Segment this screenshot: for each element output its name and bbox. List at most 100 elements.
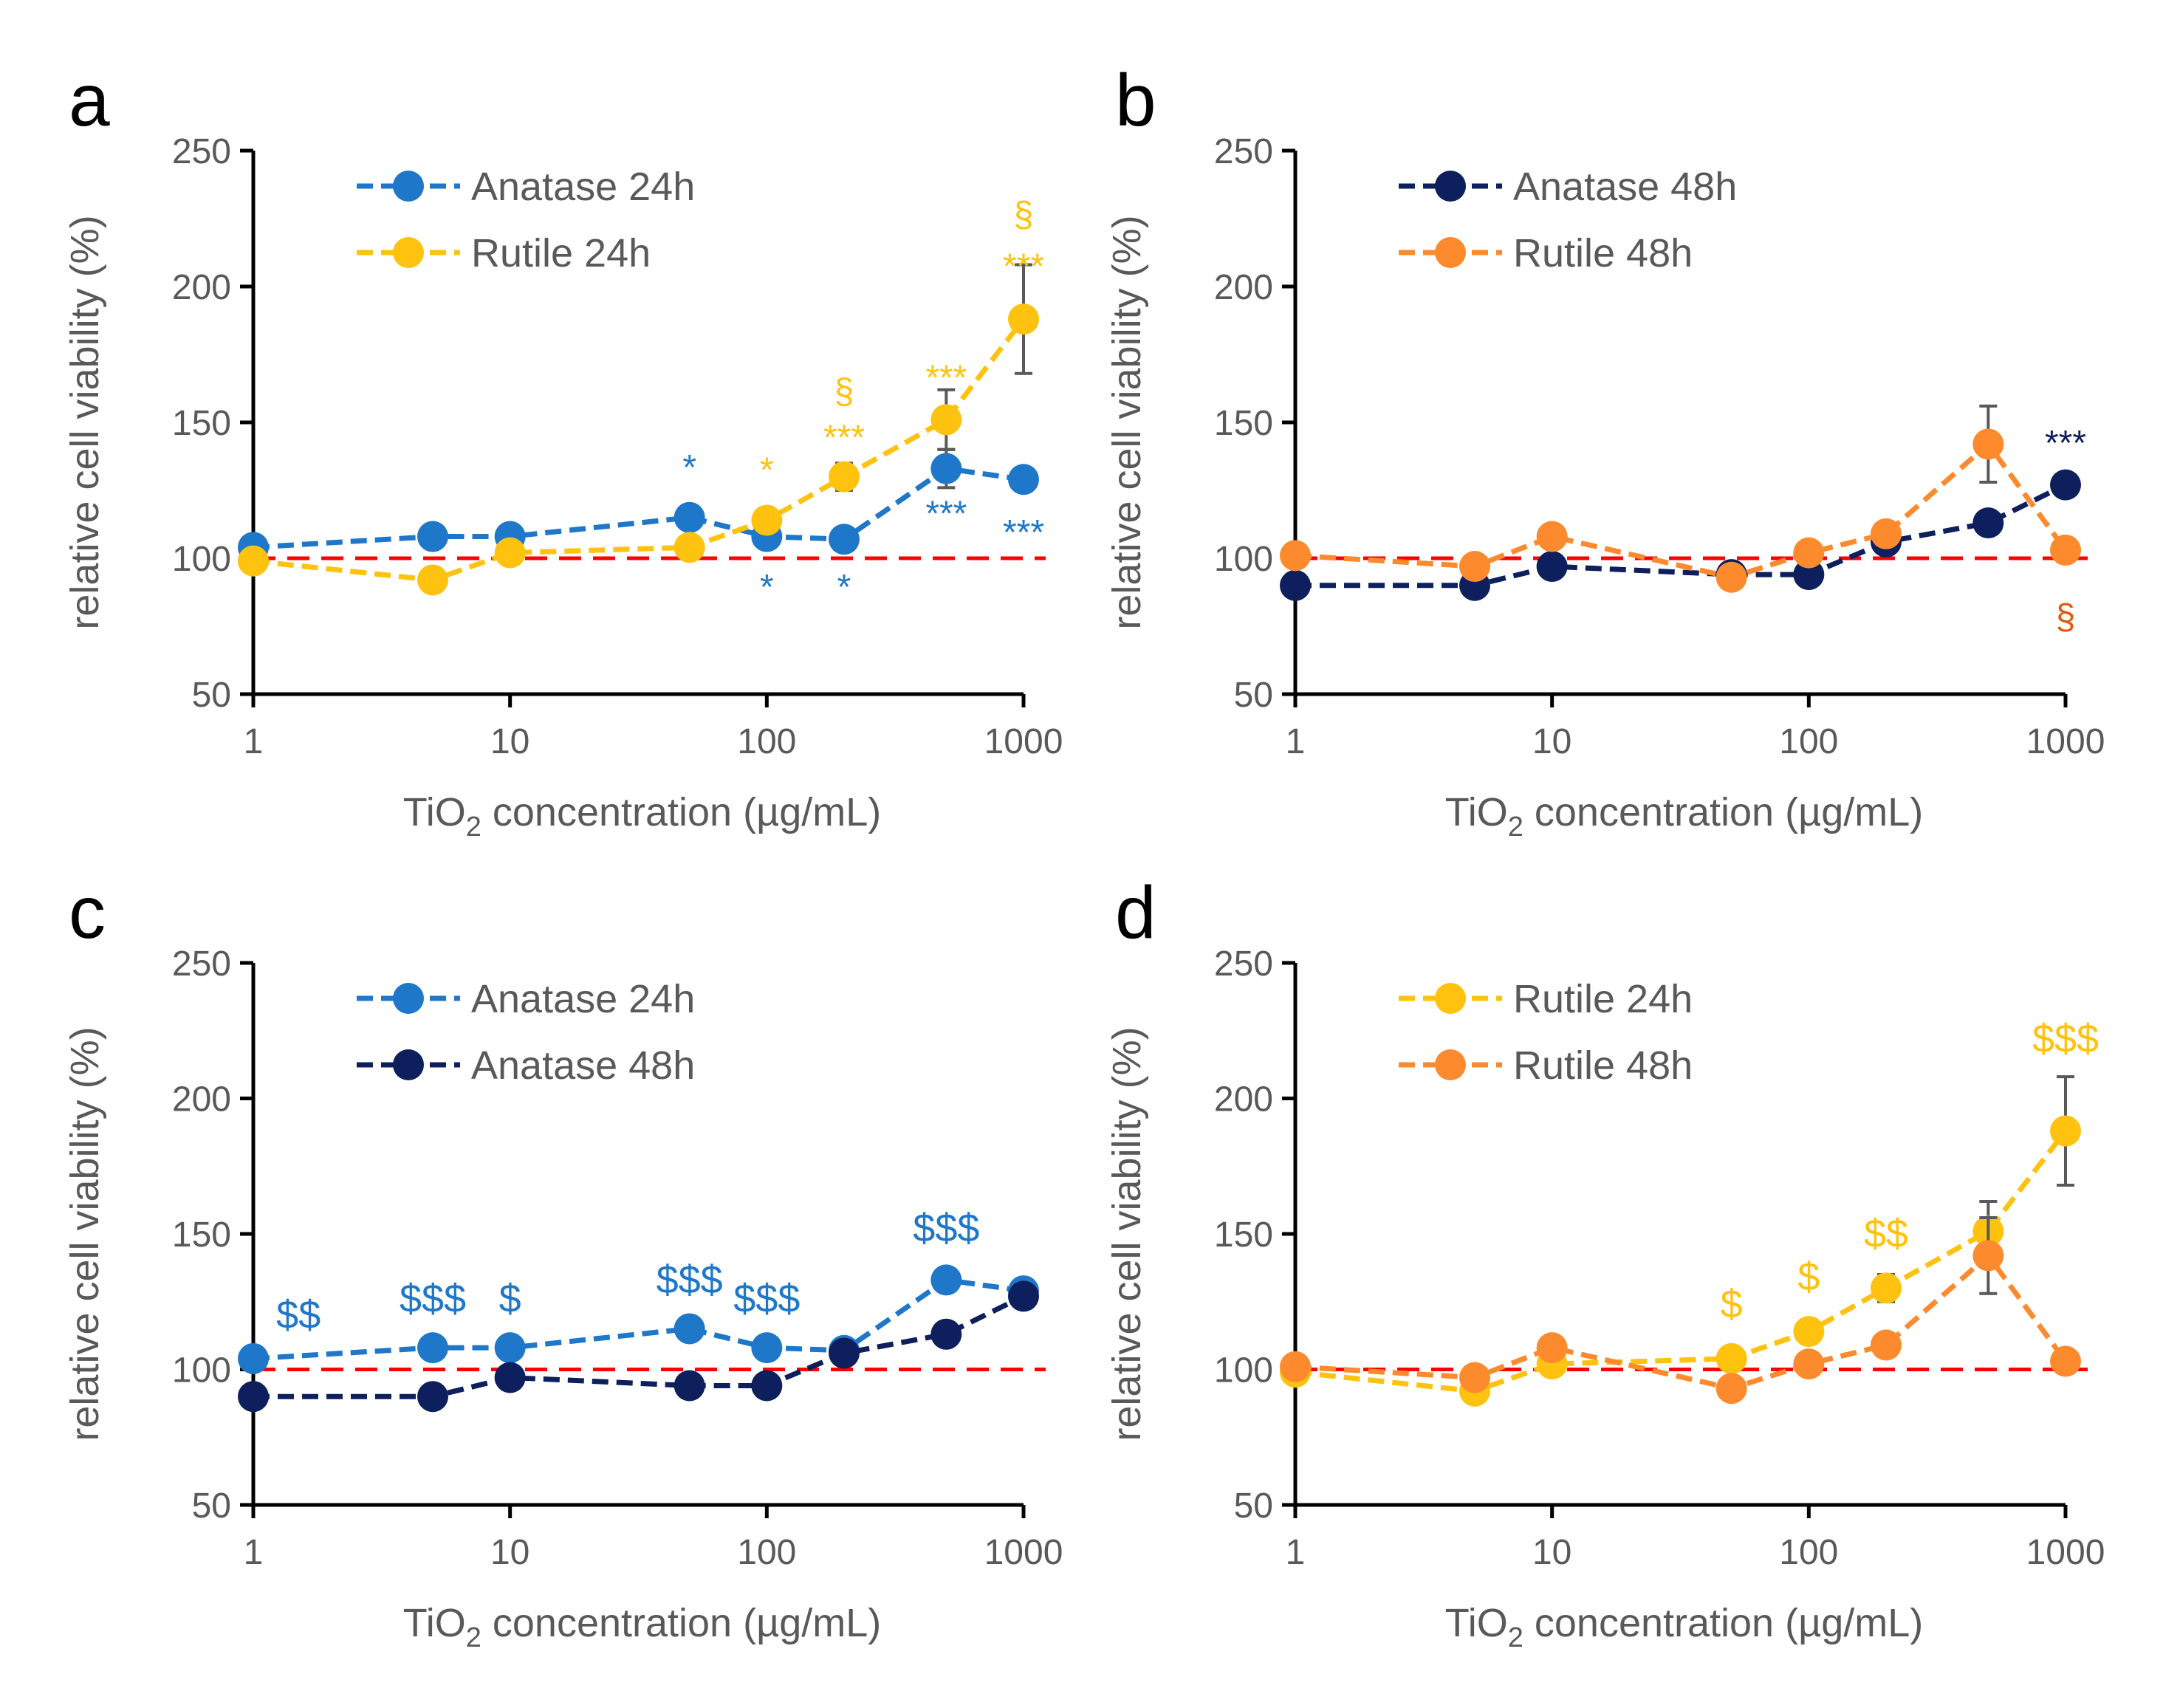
data-point xyxy=(673,1313,705,1345)
y-tick-label: 150 xyxy=(172,1215,231,1255)
series-line xyxy=(1295,482,2067,589)
panel-a: a 50 100 150 200 250 1 10 100 1000 TiO2 concentrat… xyxy=(63,59,1063,843)
data-point xyxy=(417,1381,449,1413)
x-tick-label: 1 xyxy=(1286,722,1306,761)
y-tick-label: 250 xyxy=(172,132,231,171)
data-point xyxy=(751,504,783,536)
x-axis-label: TiO2 concentration (µg/mL) xyxy=(1445,790,1923,843)
series-anatase-24h xyxy=(238,447,1039,563)
significance-annotation: * xyxy=(682,448,696,487)
x-tick-label: 1000 xyxy=(984,1533,1063,1572)
y-tick-label: 50 xyxy=(1234,1486,1273,1526)
y-tick-label: 200 xyxy=(172,268,231,307)
x-axis-label-subscript: 2 xyxy=(466,1622,481,1653)
y-tick-label: 200 xyxy=(1214,1080,1273,1119)
data-point xyxy=(1008,1280,1039,1312)
data-point xyxy=(673,532,705,563)
x-tick-label: 10 xyxy=(1532,722,1571,761)
series-line xyxy=(1295,441,2068,580)
x-axis-label: TiO2 concentration (µg/mL) xyxy=(403,1601,881,1653)
significance-annotation: $$ xyxy=(1864,1212,1908,1256)
x-tick-label: 10 xyxy=(490,1533,529,1572)
data-point xyxy=(1715,1373,1747,1405)
series-line xyxy=(1295,1252,2068,1391)
significance-annotation: $ xyxy=(499,1277,521,1321)
data-point xyxy=(1972,428,2004,460)
legend-marker xyxy=(393,1049,424,1080)
data-point xyxy=(238,1342,269,1374)
series-line xyxy=(253,318,1026,583)
series-rutile-48h xyxy=(1280,1215,2081,1405)
series-rutile-24h xyxy=(1280,1075,2081,1407)
significance-annotation: $$ xyxy=(276,1293,320,1337)
x-axis-label-subscript: 2 xyxy=(1508,1622,1523,1653)
y-tick-label: 100 xyxy=(172,540,231,579)
significance-annotation: $ xyxy=(1721,1282,1743,1326)
legend-label: Rutile 24h xyxy=(1513,977,1693,1021)
data-point xyxy=(751,1332,783,1364)
y-tick-label: 50 xyxy=(1234,676,1273,715)
x-axis-label-main: TiO xyxy=(403,1601,466,1645)
x-tick-label: 10 xyxy=(490,722,529,761)
data-point xyxy=(751,1370,783,1402)
x-tick-label: 1000 xyxy=(2026,1533,2105,1572)
y-tick-label: 150 xyxy=(172,404,231,443)
x-tick-label: 1000 xyxy=(984,722,1063,761)
significance-annotation: § xyxy=(834,372,854,411)
x-axis-label-subscript: 2 xyxy=(466,812,481,843)
legend-label: Anatase 24h xyxy=(471,977,695,1021)
legend-marker xyxy=(1435,1049,1466,1080)
legend-marker xyxy=(1435,983,1466,1014)
x-tick-label: 1 xyxy=(1286,1533,1306,1572)
data-point xyxy=(417,564,449,596)
legend-marker xyxy=(393,171,424,202)
x-tick-label: 10 xyxy=(1532,1533,1571,1572)
y-tick-label: 250 xyxy=(1214,944,1273,984)
data-point xyxy=(828,461,860,493)
data-point xyxy=(238,1381,269,1413)
data-point xyxy=(1008,303,1039,335)
y-axis-label: relative cell viability (%) xyxy=(1105,215,1149,629)
significance-annotation: *** xyxy=(925,494,967,533)
x-axis-label: TiO2 concentration (µg/mL) xyxy=(403,790,881,843)
x-axis-label-main: TiO xyxy=(403,790,466,834)
y-tick-label: 150 xyxy=(1214,404,1273,443)
legend-label: Anatase 48h xyxy=(1513,165,1737,209)
x-tick-label: 100 xyxy=(737,1533,796,1572)
panel-letter: a xyxy=(69,59,110,142)
y-tick-label: 100 xyxy=(1214,540,1273,579)
series-anatase-48h xyxy=(238,1280,1039,1413)
y-axis-label: relative cell viability (%) xyxy=(1105,1026,1149,1441)
legend-label: Anatase 48h xyxy=(471,1043,695,1088)
x-axis-label-rest: concentration (µg/mL) xyxy=(481,1601,881,1645)
legend-label: Anatase 24h xyxy=(471,165,695,209)
data-point xyxy=(2050,1115,2081,1147)
significance-annotation: *** xyxy=(1003,513,1044,552)
panel-c: c 50 100 150 200 250 1 10 100 1000 TiO2 concentrat… xyxy=(63,871,1063,1653)
legend-label: Rutile 24h xyxy=(471,231,651,275)
y-tick-label: 250 xyxy=(1214,132,1273,171)
significance-annotation: * xyxy=(837,568,851,607)
y-tick-label: 50 xyxy=(192,676,231,715)
significance-annotation: *** xyxy=(2045,424,2086,463)
data-point xyxy=(494,537,526,569)
data-point xyxy=(238,545,269,577)
x-tick-label: 100 xyxy=(1779,722,1838,761)
x-axis-label-rest: concentration (µg/mL) xyxy=(1523,790,1923,834)
significance-annotation: * xyxy=(760,568,774,607)
series-line xyxy=(1295,1129,2068,1394)
data-point xyxy=(930,1264,962,1296)
legend-marker xyxy=(393,237,424,268)
data-point xyxy=(1280,569,1311,601)
data-point xyxy=(1280,1351,1311,1382)
series-line xyxy=(253,1277,1024,1362)
significance-annotation: § xyxy=(1014,196,1034,235)
y-tick-label: 50 xyxy=(192,1486,231,1526)
panel-b: b 50 100 150 200 250 1 10 100 1000 TiO2 concentrat… xyxy=(1105,59,2105,843)
x-tick-label: 100 xyxy=(737,722,796,761)
x-axis-label-subscript: 2 xyxy=(1508,812,1523,843)
significance-annotation: *** xyxy=(1003,247,1044,287)
data-point xyxy=(930,404,962,436)
x-axis-label: TiO2 concentration (µg/mL) xyxy=(1445,1601,1923,1653)
